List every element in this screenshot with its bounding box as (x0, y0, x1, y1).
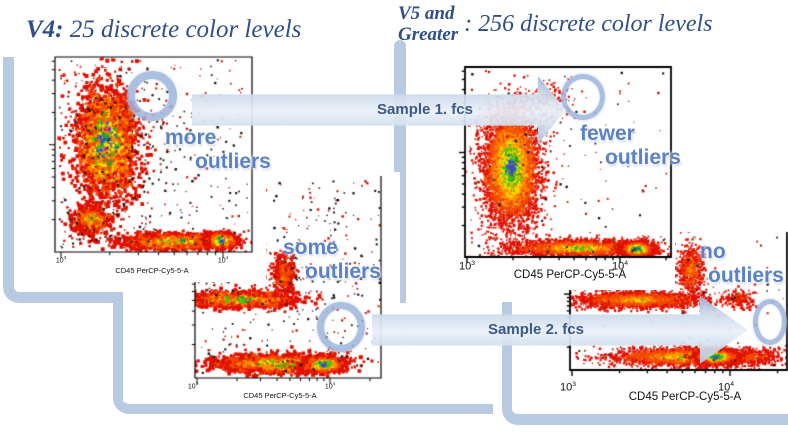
x-tick-label: 104 (217, 255, 229, 265)
title-v5-rest: : 256 discrete color levels (464, 10, 713, 37)
x-axis-label: CD45 PerCP-Cy5-5-A (115, 266, 189, 275)
outlier-highlight-circle-v5-sample1 (561, 74, 605, 120)
outlier-highlight-circle-v4-sample2 (317, 302, 365, 352)
plot-v5-sample1: 103 104 CD45 PerCP-Cy5-5-A (428, 57, 675, 290)
x-tick-label: 103 (559, 381, 577, 394)
title-v5-prefix: V5 and Greater (398, 3, 459, 45)
x-tick-label: 104 (717, 381, 735, 394)
sample1-arrow-label: Sample 1. fcs (377, 101, 473, 119)
x-axis-label: CD45 PerCP-Cy5-5-A (513, 269, 627, 281)
title-v4-rest: 25 discrete color levels (63, 16, 302, 43)
title-v5: V5 and Greater : 256 discrete color leve… (398, 3, 713, 45)
panel-v5-sample2-border (502, 302, 788, 425)
panel-v4-sample2-border (113, 297, 493, 414)
x-axis-label: CD45 PerCP-Cy5-5-A (628, 391, 742, 403)
x-tick-label: 104 (324, 381, 336, 391)
density-plot-canvas-v5-sample1 (428, 57, 675, 290)
x-tick-label: 103 (458, 260, 476, 273)
outlier-highlight-circle-v5-sample2 (753, 299, 787, 345)
title-v4-prefix: V4: (26, 16, 64, 43)
x-tick-label: 103 (55, 255, 67, 265)
x-tick-label: 104 (611, 260, 629, 273)
sample2-arrow-label: Sample 2. fcs (488, 321, 584, 339)
x-axis-label: CD45 PerCP-Cy5-5-A (243, 391, 317, 400)
plot-v4-sample1: 103 104 CD45 PerCP-Cy5-5-A (14, 44, 266, 282)
callout-fewer-outliers: fewer outliers (580, 122, 681, 169)
callout-some-outliers: some outliers (283, 236, 381, 283)
callout-more-outliers: more outliers (165, 126, 271, 173)
x-tick-label: 103 (187, 381, 199, 391)
outlier-highlight-circle-v4-sample1 (127, 71, 177, 121)
callout-no-outliers: no outliers (700, 240, 784, 287)
title-v4: V4: 25 discrete color levels (26, 16, 301, 44)
